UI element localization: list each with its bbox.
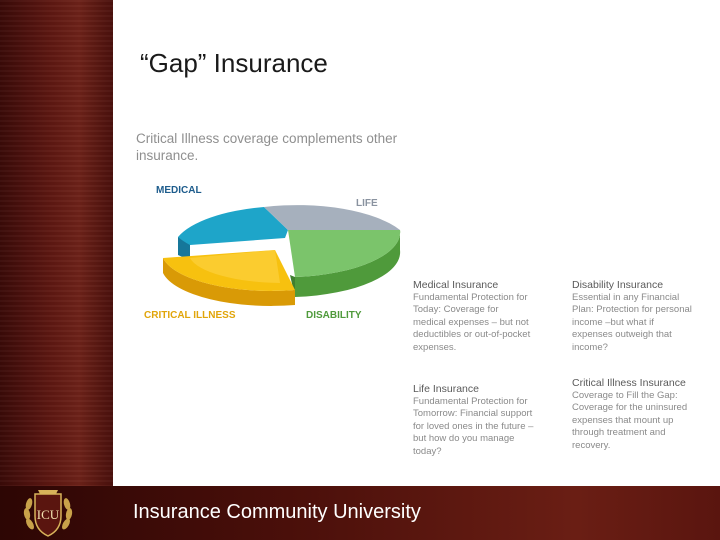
desc-line: income? <box>572 341 608 353</box>
desc-life: Life Insurance Fundamental Protection fo… <box>413 383 553 458</box>
desc-line: income –but what if <box>572 316 654 328</box>
desc-line: Today: Coverage for <box>413 304 499 315</box>
desc-line: Essential in any Financial <box>572 291 680 303</box>
desc-critical-illness: Critical Illness Insurance Coverage to F… <box>572 377 712 452</box>
desc-critical-heading: Critical Illness Insurance <box>572 377 686 389</box>
desc-line: today? <box>413 445 442 457</box>
logo-text: ICU <box>37 507 60 522</box>
pie-slice-medical <box>178 207 288 245</box>
desc-line: deductibles or out-of-pocket <box>413 329 531 340</box>
desc-line: but how do you manage <box>413 433 515 444</box>
pie-side-critical <box>163 258 295 306</box>
desc-line: medical expenses – but not <box>413 316 529 328</box>
desc-medical-heading: Medical Insurance <box>413 279 499 291</box>
icu-crest-logo: ICU <box>23 490 73 537</box>
desc-line: Fundamental Protection for <box>413 291 528 303</box>
pie-label-life: LIFE <box>356 198 378 209</box>
sidebar-band <box>0 0 113 540</box>
intro-text: Critical Illness coverage complements ot… <box>136 131 398 163</box>
footer-band <box>0 486 720 540</box>
desc-line: through treatment and <box>572 427 666 438</box>
desc-line: expenses. <box>413 341 457 353</box>
desc-line: Coverage for the uninsured <box>572 402 688 413</box>
desc-line: recovery. <box>572 439 611 451</box>
coverage-pie-chart <box>163 205 401 306</box>
desc-line: Fundamental Protection for <box>413 395 528 407</box>
pie-slice-disability <box>288 230 401 277</box>
desc-line: expenses outweigh that <box>572 329 672 340</box>
footer-text: Insurance Community University <box>133 501 421 523</box>
desc-line: Plan: Protection for personal <box>572 304 692 315</box>
desc-line: for loved ones in the future – <box>413 420 534 432</box>
desc-disability-heading: Disability Insurance <box>572 279 664 291</box>
pie-slice-life <box>264 205 400 230</box>
desc-life-heading: Life Insurance <box>413 383 479 395</box>
desc-line: Tomorrow: Financial support <box>413 408 533 419</box>
pie-label-critical-illness: CRITICAL ILLNESS <box>144 310 236 321</box>
pie-side-life-disability <box>295 230 401 297</box>
desc-line: Coverage to Fill the Gap: <box>572 389 678 401</box>
desc-line: expenses that mount up <box>572 414 674 426</box>
pie-slice-critical-highlight <box>190 250 280 283</box>
desc-disability: Disability Insurance Essential in any Fi… <box>572 279 712 354</box>
slide-title: “Gap” Insurance <box>140 48 328 78</box>
pie-label-disability: DISABILITY <box>306 310 362 321</box>
pie-label-medical: MEDICAL <box>156 185 202 196</box>
desc-medical: Medical Insurance Fundamental Protection… <box>413 279 553 354</box>
